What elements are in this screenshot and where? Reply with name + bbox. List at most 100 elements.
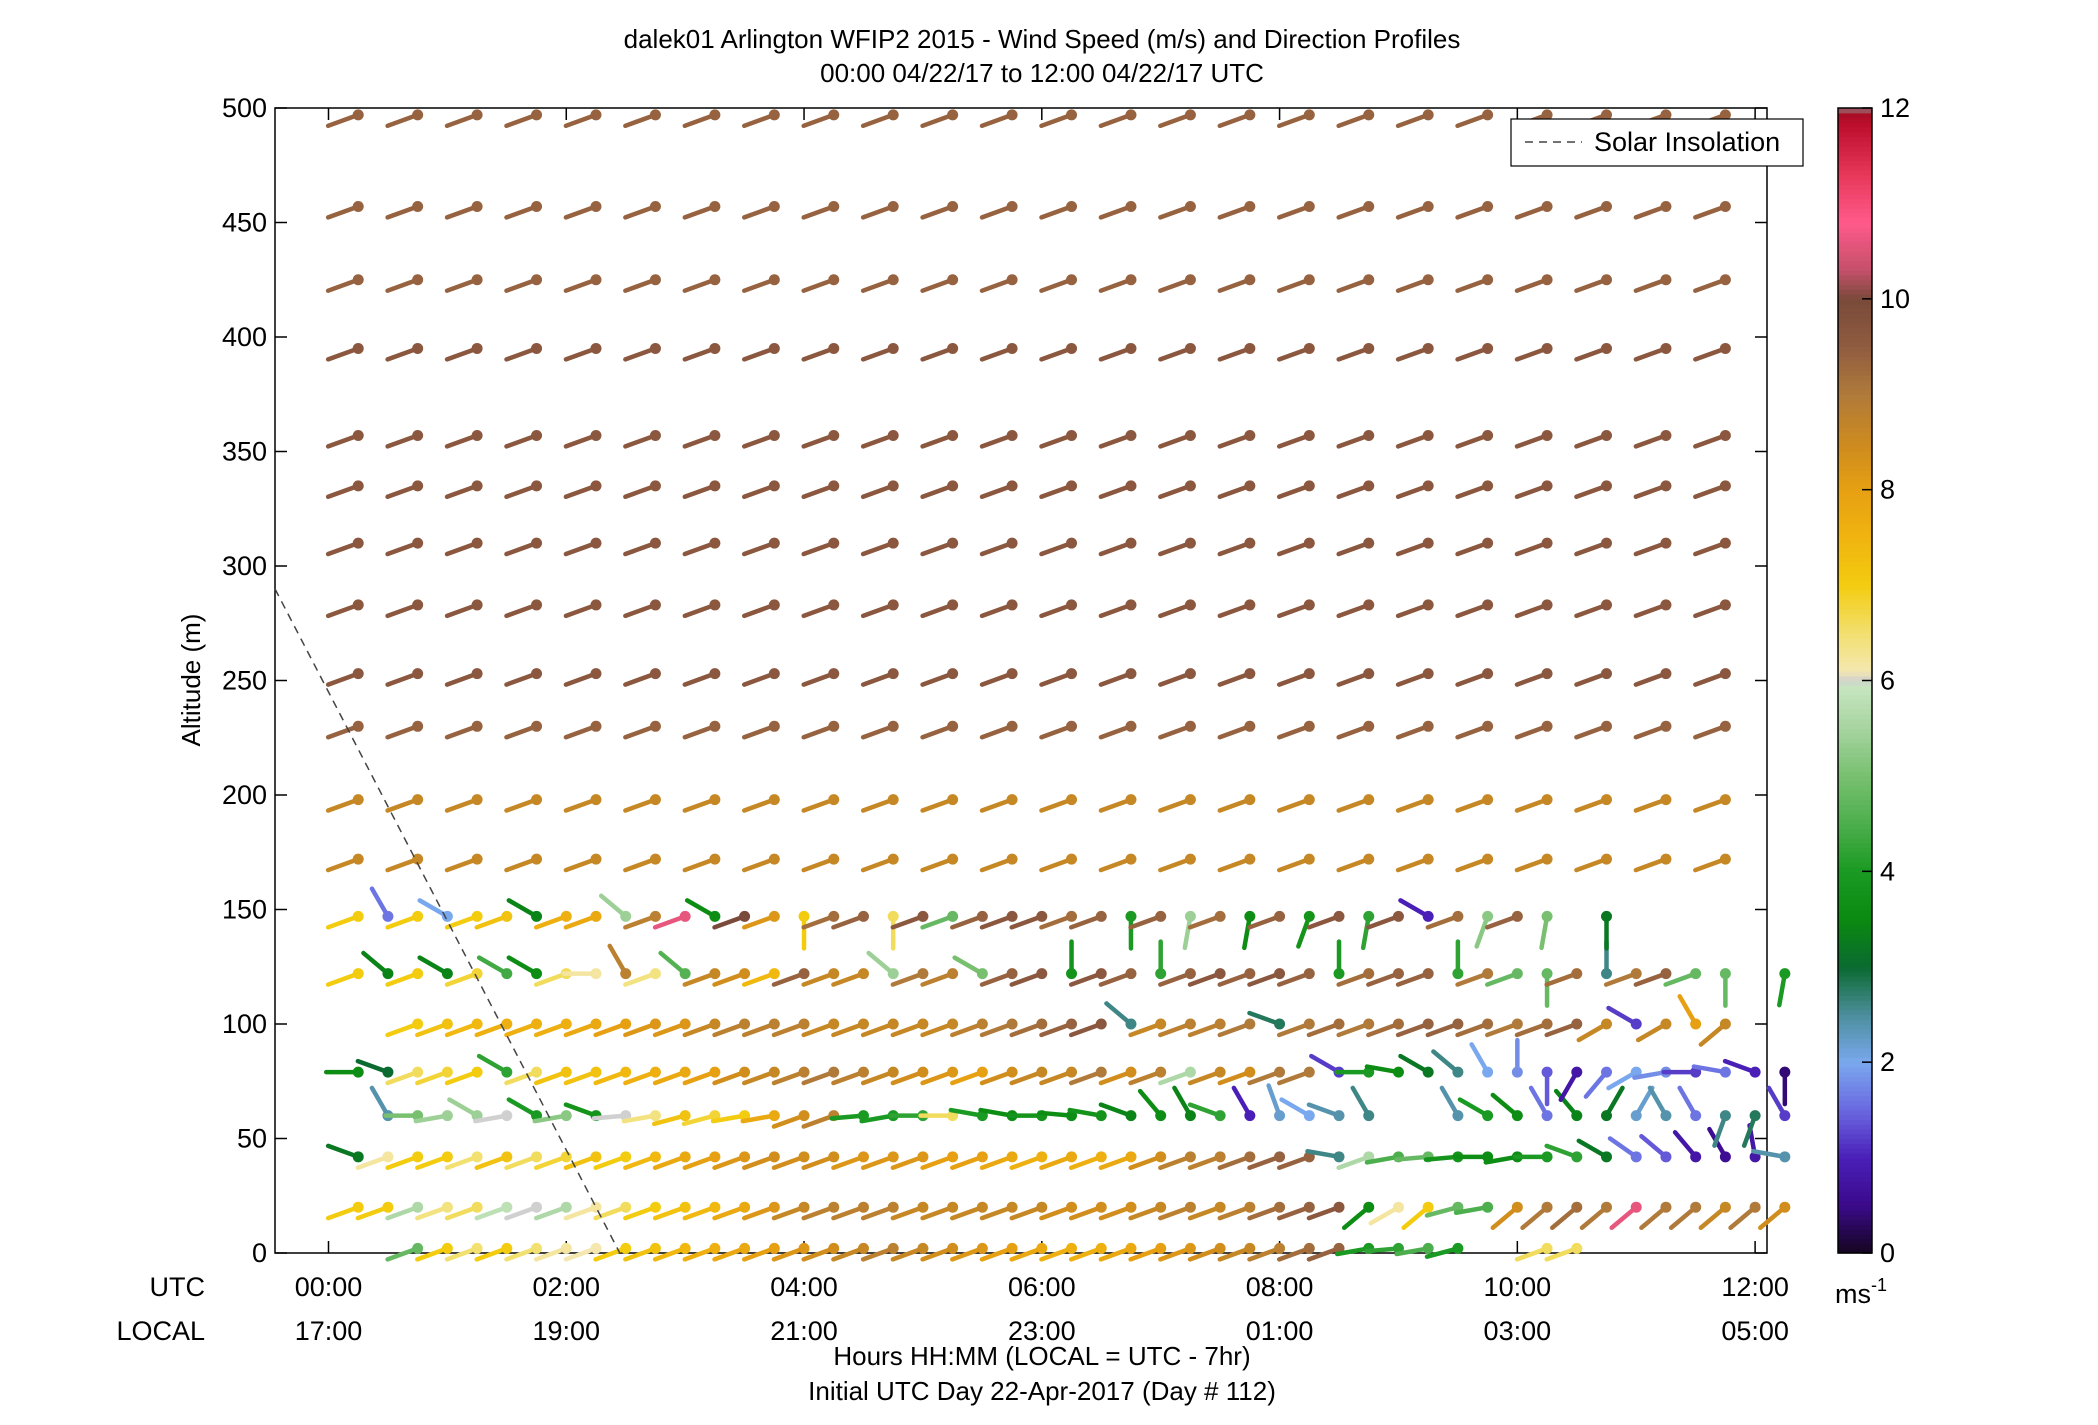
colorbar-swatch [1838, 1224, 1872, 1230]
colorbar-swatch [1838, 866, 1872, 872]
wind-barb-dot [976, 968, 988, 980]
wind-barb-dot [828, 109, 840, 121]
wind-barb-dot [1363, 794, 1375, 806]
wind-barb-dot [412, 1242, 424, 1254]
colorbar-swatch [1838, 737, 1872, 744]
wind-barb-dot [1541, 480, 1553, 492]
wind-barb-dot [1482, 200, 1494, 212]
colorbar-swatch [1838, 1109, 1872, 1116]
wind-barb-dot [1036, 1151, 1048, 1163]
wind-barb-dot [1422, 668, 1434, 680]
wind-barb-dot [412, 274, 424, 286]
colorbar-swatch [1838, 184, 1872, 190]
wind-barb-dot [1571, 968, 1583, 980]
wind-barb-dot [679, 1242, 691, 1254]
wind-barb-dot [471, 1018, 483, 1030]
wind-barb-dot [1660, 537, 1672, 549]
wind-barb-dot [1660, 794, 1672, 806]
colorbar-swatch [1838, 732, 1872, 739]
wind-barb-dot [1244, 968, 1256, 980]
wind-barb-dot [471, 720, 483, 732]
wind-barb-dot [1244, 274, 1256, 286]
wind-barb-dot [1244, 599, 1256, 611]
wind-barb-dot [1541, 109, 1553, 121]
wind-barb-dot [828, 1018, 840, 1030]
wind-barb-dot [501, 1066, 513, 1078]
wind-barb-dot [1392, 1018, 1404, 1030]
wind-barb-dot [1690, 968, 1702, 980]
wind-barb-dot [1452, 1242, 1464, 1254]
wind-barb-dot [1125, 1110, 1137, 1122]
wind-barb-dot [709, 537, 721, 549]
wind-barb-dot [709, 910, 721, 922]
wind-barb-dot [1066, 599, 1078, 611]
wind-barb-dot [560, 1110, 572, 1122]
wind-barb-dot [1184, 274, 1196, 286]
wind-barb-dot [649, 910, 661, 922]
wind-barb-dot [1274, 1110, 1286, 1122]
x-tick-label-local: 05:00 [1721, 1316, 1789, 1346]
wind-barb-dot [1660, 480, 1672, 492]
colorbar-swatch [1838, 332, 1872, 338]
wind-barb-dot [1303, 200, 1315, 212]
wind-barb-dot [620, 1151, 632, 1163]
colorbar-swatch [1838, 895, 1872, 901]
wind-barb-dot [531, 1201, 543, 1213]
colorbar-swatch [1838, 1043, 1872, 1049]
wind-barb-dot [768, 537, 780, 549]
colorbar-swatch [1838, 313, 1872, 319]
colorbar-swatch [1838, 933, 1872, 939]
wind-barb-dot [947, 1201, 959, 1213]
wind-barb-dot [649, 1201, 661, 1213]
wind-barb-dot [1363, 200, 1375, 212]
colorbar-tick-label: 6 [1880, 666, 1895, 696]
wind-barb-dot [1244, 429, 1256, 441]
wind-barb-dot [1363, 342, 1375, 354]
wind-barb-dot [590, 109, 602, 121]
wind-barb-dot [1333, 1201, 1345, 1213]
wind-barb-dot [947, 537, 959, 549]
wind-barb-dot [1333, 910, 1345, 922]
wind-barb-dot [1601, 480, 1613, 492]
wind-barb-dot [828, 480, 840, 492]
colorbar-swatch [1838, 847, 1872, 853]
wind-barb-dot [1184, 853, 1196, 865]
wind-barb-dot [560, 1201, 572, 1213]
wind-barb-dot [531, 109, 543, 121]
wind-barb-dot [441, 1151, 453, 1163]
colorbar-swatch [1838, 837, 1872, 844]
colorbar-swatch [1838, 795, 1872, 801]
colorbar-swatch [1838, 814, 1872, 820]
colorbar-swatch [1838, 1052, 1872, 1058]
colorbar-swatch [1838, 589, 1872, 596]
wind-barb-dot [1779, 968, 1791, 980]
colorbar: 0 2 4 6 8 10 12 ms-1 [1835, 93, 1910, 1309]
y-tick-label: 450 [222, 208, 267, 238]
wind-barb-dot [768, 200, 780, 212]
y-tick-label: 100 [222, 1009, 267, 1039]
wind-barb-dot [352, 274, 364, 286]
chart-subtitle: 00:00 04/22/17 to 12:00 04/22/17 UTC [820, 58, 1264, 88]
wind-barb-dot [1422, 342, 1434, 354]
wind-barb-dot [887, 1066, 899, 1078]
wind-barb-dot [1422, 1018, 1434, 1030]
colorbar-swatch [1838, 413, 1872, 419]
wind-barb-dot [1511, 1066, 1523, 1078]
wind-barb-dot [352, 968, 364, 980]
wind-barb-dot [1155, 910, 1167, 922]
wind-barb-dot [917, 1151, 929, 1163]
wind-barb-dot [649, 968, 661, 980]
wind-barb-dot [768, 599, 780, 611]
x-tick-label-utc: 08:00 [1246, 1272, 1314, 1302]
colorbar-swatch [1838, 494, 1872, 500]
wind-barb-dot [1363, 429, 1375, 441]
wind-barb-dot [1155, 1110, 1167, 1122]
colorbar-swatch [1838, 232, 1872, 238]
wind-barb-dot [828, 200, 840, 212]
colorbar-swatch [1838, 356, 1872, 362]
colorbar-swatch [1838, 227, 1872, 233]
wind-barb-dot [1006, 429, 1018, 441]
wind-barb-dot [1749, 1110, 1761, 1122]
colorbar-swatch [1838, 1210, 1872, 1216]
wind-barb-dot [1184, 480, 1196, 492]
